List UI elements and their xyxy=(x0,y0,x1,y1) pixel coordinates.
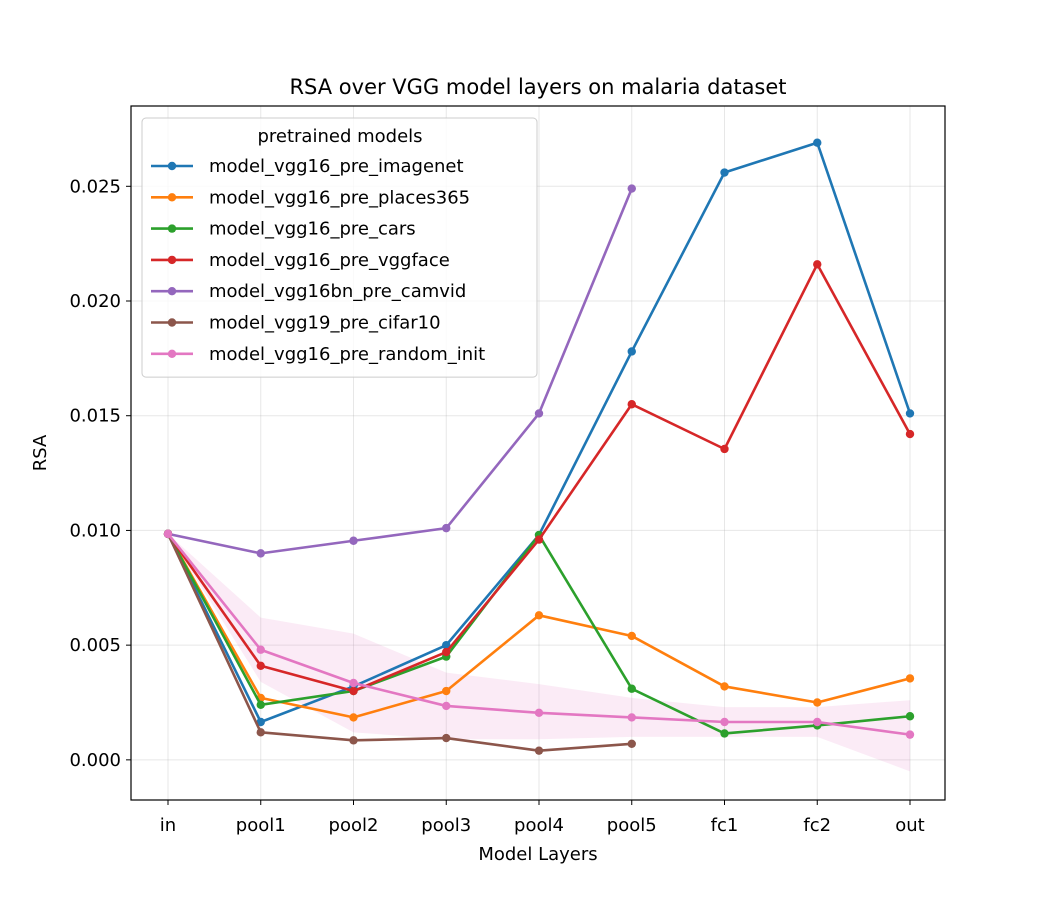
legend-label: model_vgg16_pre_places365 xyxy=(209,187,470,208)
confidence-bands xyxy=(168,533,910,772)
series-line xyxy=(166,533,632,752)
legend-swatch-marker xyxy=(167,224,177,233)
data-point xyxy=(349,678,358,688)
x-tick-label: pool4 xyxy=(514,815,564,836)
data-point xyxy=(349,686,358,696)
data-point xyxy=(163,529,173,539)
data-point xyxy=(534,409,544,418)
data-point xyxy=(627,400,636,409)
x-tick-label: in xyxy=(160,815,176,836)
data-point xyxy=(627,739,636,748)
series-group xyxy=(163,529,915,739)
series-line xyxy=(167,188,633,555)
x-tick-label: fc1 xyxy=(711,815,739,836)
data-point xyxy=(627,684,636,693)
data-point xyxy=(442,701,451,711)
x-axis-label: Model Layers xyxy=(478,844,597,865)
legend-label: model_vgg16_pre_random_init xyxy=(209,344,485,365)
data-point xyxy=(905,674,915,683)
data-point xyxy=(349,536,358,545)
data-point xyxy=(905,409,915,418)
data-point xyxy=(442,640,451,650)
legend-swatch-marker xyxy=(167,255,177,265)
data-point xyxy=(905,712,915,721)
legend-label: model_vgg16_pre_vggface xyxy=(209,250,450,271)
x-tick-label: fc2 xyxy=(803,815,831,836)
data-point xyxy=(905,429,915,439)
data-point xyxy=(627,713,636,722)
y-tick-label: 0.025 xyxy=(69,176,121,197)
x-tick-label: out xyxy=(895,815,924,836)
series-group xyxy=(163,184,636,558)
series-lines xyxy=(163,138,915,755)
data-point xyxy=(349,736,358,745)
legend-label: model_vgg16bn_pre_camvid xyxy=(209,281,466,302)
legend-swatch-marker xyxy=(167,287,177,296)
legend-label: model_vgg16_pre_imagenet xyxy=(209,156,464,177)
data-point xyxy=(720,444,729,454)
data-point xyxy=(256,700,265,709)
data-point xyxy=(720,168,729,177)
x-axis: in pool1 pool2 pool3 pool4 pool5 fc1 fc2 out xyxy=(160,800,925,836)
x-tick-label: pool5 xyxy=(607,815,657,836)
data-point xyxy=(534,746,544,755)
legend-swatch-marker xyxy=(167,161,177,171)
data-point xyxy=(256,645,265,654)
data-point xyxy=(813,260,822,269)
x-tick-label: pool2 xyxy=(329,815,379,836)
data-point xyxy=(720,682,729,691)
y-tick-label: 0.020 xyxy=(69,291,121,312)
chart-title: RSA over VGG model layers on malaria dat… xyxy=(289,75,786,99)
data-point xyxy=(720,729,729,738)
data-point xyxy=(256,549,265,558)
plot-frame xyxy=(130,105,946,801)
data-point xyxy=(442,523,451,533)
legend-swatch-marker xyxy=(167,318,177,327)
y-axis: 0.000 0.005 0.010 0.015 0.020 0.025 xyxy=(69,176,131,771)
legend-box xyxy=(141,117,538,378)
data-point xyxy=(442,647,451,657)
legend-title: pretrained models xyxy=(257,126,422,147)
y-tick-label: 0.005 xyxy=(69,635,121,656)
data-point xyxy=(349,713,358,722)
data-point xyxy=(720,717,729,727)
x-tick-label: pool1 xyxy=(236,815,286,836)
legend-label: model_vgg19_pre_cifar10 xyxy=(209,313,441,334)
legend-swatch-marker xyxy=(167,193,177,202)
data-point xyxy=(627,347,636,356)
data-point xyxy=(627,631,636,641)
data-point xyxy=(256,661,265,670)
data-point xyxy=(813,138,822,147)
data-point xyxy=(256,728,265,737)
data-point xyxy=(256,717,265,727)
data-point xyxy=(627,184,636,193)
y-tick-label: 0.000 xyxy=(69,750,121,771)
legend-label: model_vgg16_pre_cars xyxy=(209,219,416,240)
data-point xyxy=(813,717,822,727)
confidence-band xyxy=(168,533,910,772)
data-point xyxy=(442,733,451,743)
legend: pretrained models model_vgg16_pre_imagene… xyxy=(141,117,538,378)
y-tick-label: 0.010 xyxy=(69,520,121,541)
y-tick-label: 0.015 xyxy=(69,406,121,427)
data-point xyxy=(442,686,451,696)
data-point xyxy=(534,611,544,620)
data-point xyxy=(534,708,544,718)
data-point xyxy=(813,698,822,707)
data-point xyxy=(534,535,544,544)
legend-swatch-marker xyxy=(167,349,177,358)
data-point xyxy=(905,730,915,739)
y-axis-label: RSA xyxy=(30,434,51,471)
x-tick-label: pool3 xyxy=(421,815,471,836)
